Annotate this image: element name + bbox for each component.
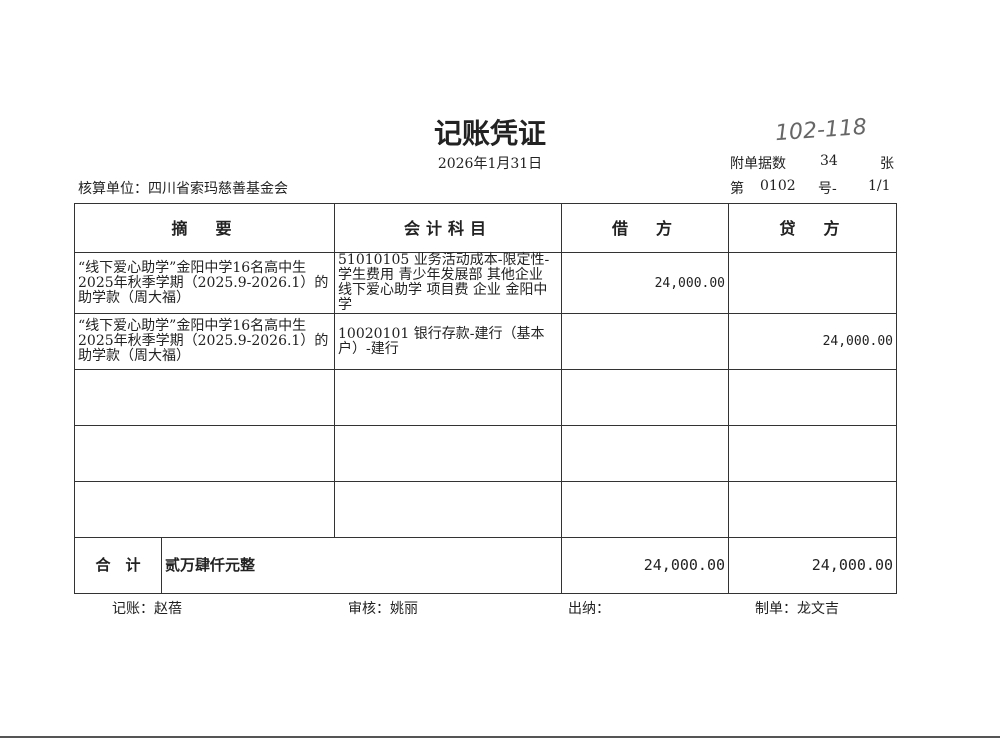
table-header: 摘 要 会计科目 借 方 贷 方 <box>73 203 898 253</box>
unit-label: 核算单位： <box>78 181 148 197</box>
bookkeeper-label: 记账： <box>112 601 154 617</box>
summary-cell: “线下爱心助学”金阳中学16名高中生2025年秋季学期（2025.9-2026.… <box>73 252 336 314</box>
attachments-count: 34 <box>820 153 838 169</box>
reviewer-name: 姚丽 <box>390 601 418 617</box>
summary-cell: “线下爱心助学”金阳中学16名高中生2025年秋季学期（2025.9-2026.… <box>73 313 336 370</box>
table-row <box>73 481 898 538</box>
credit-cell <box>728 481 898 538</box>
attachments-label: 附单据数 <box>730 156 786 172</box>
debit-cell: 24,000.00 <box>561 252 730 314</box>
summary-cell <box>73 425 336 482</box>
table-row: “线下爱心助学”金阳中学16名高中生2025年秋季学期（2025.9-2026.… <box>73 313 898 370</box>
attachments-unit: 张 <box>880 156 894 172</box>
total-amount-words: 贰万肆仟元整 <box>160 537 563 594</box>
voucher-number: 0102 <box>760 178 796 194</box>
header-account: 会计科目 <box>334 203 563 253</box>
credit-cell <box>728 369 898 426</box>
debit-cell <box>561 425 730 482</box>
table-row <box>73 369 898 426</box>
debit-cell <box>561 481 730 538</box>
account-cell: 10020101 银行存款-建行（基本户）-建行 <box>334 313 563 370</box>
voucher-no-prefix: 第 <box>730 181 744 197</box>
preparer: 制单：龙文吉 <box>755 598 839 618</box>
summary-cell <box>73 481 336 538</box>
table-row: “线下爱心助学”金阳中学16名高中生2025年秋季学期（2025.9-2026.… <box>73 252 898 314</box>
account-cell <box>334 425 563 482</box>
reviewer-label: 审核： <box>348 601 390 617</box>
page-number: 1/1 <box>868 178 891 194</box>
total-label: 合 计 <box>74 537 162 594</box>
account-cell <box>334 369 563 426</box>
account-cell <box>334 481 563 538</box>
voucher-no-suffix: 号- <box>818 181 837 197</box>
credit-cell <box>728 252 898 314</box>
header-summary: 摘 要 <box>73 203 336 253</box>
header-debit: 借 方 <box>561 203 730 253</box>
cashier: 出纳： <box>568 598 610 618</box>
debit-cell <box>561 369 730 426</box>
total-credit: 24,000.00 <box>728 537 898 594</box>
preparer-name: 龙文吉 <box>797 601 839 617</box>
voucher-date: 2026年1月31日 <box>437 156 543 172</box>
bookkeeper: 记账：赵蓓 <box>112 598 182 618</box>
voucher-title: 记账凭证 <box>433 117 546 150</box>
reviewer: 审核：姚丽 <box>348 598 418 618</box>
header-credit: 贷 方 <box>728 203 898 253</box>
credit-cell <box>728 425 898 482</box>
unit-name: 四川省索玛慈善基金会 <box>148 181 288 197</box>
scan-edge <box>0 736 1000 738</box>
credit-cell: 24,000.00 <box>728 313 898 370</box>
total-debit: 24,000.00 <box>561 537 730 594</box>
total-row: 合 计 贰万肆仟元整 24,000.00 24,000.00 <box>74 537 898 594</box>
cashier-label: 出纳： <box>568 601 610 617</box>
voucher-table: 摘 要 会计科目 借 方 贷 方 “线下爱心助学”金阳中学16名高中生2025年… <box>73 203 898 594</box>
table-row <box>73 425 898 482</box>
preparer-label: 制单： <box>755 601 797 617</box>
summary-cell <box>73 369 336 426</box>
accounting-unit: 核算单位：四川省索玛慈善基金会 <box>78 178 288 198</box>
account-cell: 51010105 业务活动成本-限定性-学生费用 青少年发展部 其他企业 线下爱… <box>334 252 563 314</box>
bookkeeper-name: 赵蓓 <box>154 601 182 617</box>
debit-cell <box>561 313 730 370</box>
